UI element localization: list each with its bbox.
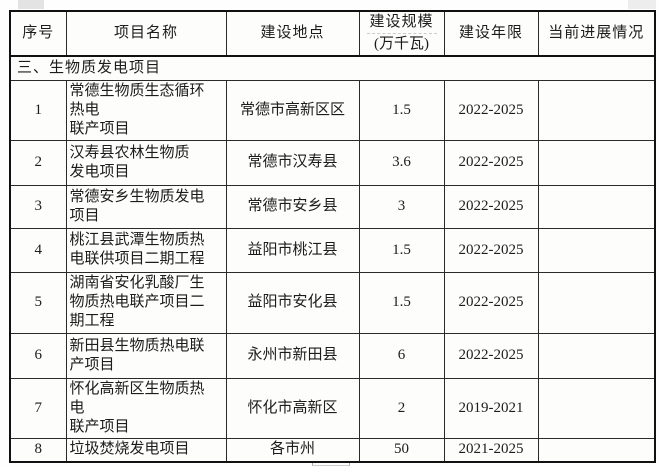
projects-table: 序号 项目名称 建设地点 建设规模 (万千瓦) 建设年限 当前进展情况 三、生物质…: [9, 10, 656, 463]
cell-progress: [537, 227, 656, 273]
cell-progress: [537, 139, 656, 186]
cell-location: 永州市新田县: [225, 332, 360, 379]
cell-project-name: 怀化高新区生物质热 电 联产项目: [65, 377, 227, 439]
cell-progress: [537, 437, 656, 463]
cell-project-name: 常德生物质生态循环 热电 联产项目: [65, 79, 227, 141]
cell-project-name: 湖南省安化乳酸厂生 物质热电联产项目二 期工程: [65, 271, 227, 334]
cell-no: 7: [9, 377, 67, 439]
header-scale: 建设规模 (万千瓦): [358, 10, 445, 57]
cell-no: 3: [9, 184, 67, 229]
cell-location: 常德市汉寿县: [225, 139, 360, 186]
cell-progress: [537, 184, 656, 229]
table-row: 2 汉寿县农林生物质 发电项目 常德市汉寿县 3.6 2022-2025: [9, 139, 656, 186]
header-no: 序号: [9, 10, 67, 57]
cell-scale: 6: [358, 332, 445, 379]
table-row: 7 怀化高新区生物质热 电 联产项目 怀化市高新区 2 2019-2021: [9, 377, 656, 439]
cell-years: 2022-2025: [443, 271, 539, 334]
cell-progress: [537, 377, 656, 439]
header-scale-unit: (万千瓦): [366, 33, 437, 54]
cell-scale: 3: [358, 184, 445, 229]
table-row: 6 新田县生物质热电联 产项目 永州市新田县 6 2022-2025: [9, 332, 656, 379]
cell-location: 怀化市高新区: [225, 377, 360, 439]
cell-scale: 50: [358, 437, 445, 463]
section-title: 三、生物质发电项目: [9, 55, 656, 81]
header-name: 项目名称: [65, 10, 227, 57]
cell-location: 常德市高新区区: [225, 79, 360, 141]
table-row: 5 湖南省安化乳酸厂生 物质热电联产项目二 期工程 益阳市安化县 1.5 202…: [9, 271, 656, 334]
cell-years: 2022-2025: [443, 139, 539, 186]
section-row: 三、生物质发电项目: [9, 55, 656, 81]
cell-scale: 1.5: [358, 227, 445, 273]
cell-progress: [537, 79, 656, 141]
cell-project-name: 桃江县武潭生物质热 电联供项目二期工程: [65, 227, 227, 273]
header-scale-main: 建设规模: [369, 14, 434, 30]
header-location: 建设地点: [225, 10, 360, 57]
cell-project-name: 垃圾焚烧发电项目: [65, 437, 227, 463]
cell-no: 4: [9, 227, 67, 273]
cell-no: 8: [9, 437, 67, 463]
table-row: 8 垃圾焚烧发电项目 各市州 50 2021-2025: [9, 437, 656, 463]
cell-years: 2022-2025: [443, 332, 539, 379]
cell-years: 2022-2025: [443, 79, 539, 141]
cell-years: 2022-2025: [443, 227, 539, 273]
cell-project-name: 新田县生物质热电联 产项目: [65, 332, 227, 379]
cell-project-name: 汉寿县农林生物质 发电项目: [65, 139, 227, 186]
cell-location: 常德市安乡县: [225, 184, 360, 229]
cell-no: 5: [9, 271, 67, 334]
cell-location: 益阳市桃江县: [225, 227, 360, 273]
cell-progress: [537, 271, 656, 334]
cell-no: 1: [9, 79, 67, 141]
cell-scale: 2: [358, 377, 445, 439]
cell-no: 6: [9, 332, 67, 379]
cell-no: 2: [9, 139, 67, 186]
cell-location: 各市州: [225, 437, 360, 463]
cell-years: 2022-2025: [443, 184, 539, 229]
cell-scale: 3.6: [358, 139, 445, 186]
table-row: 3 常德安乡生物质发电 项目 常德市安乡县 3 2022-2025: [9, 184, 656, 229]
header-years: 建设年限: [443, 10, 539, 57]
cell-scale: 1.5: [358, 271, 445, 334]
top-left-cell-fragment: [18, 0, 44, 9]
cell-progress: [537, 332, 656, 379]
cell-scale: 1.5: [358, 79, 445, 141]
table-header-row: 序号 项目名称 建设地点 建设规模 (万千瓦) 建设年限 当前进展情况: [9, 10, 656, 57]
cell-location: 益阳市安化县: [225, 271, 360, 334]
cell-project-name: 常德安乡生物质发电 项目: [65, 184, 227, 229]
top-right-cell-fragment: [628, 0, 656, 9]
header-progress: 当前进展情况: [537, 10, 656, 57]
table-row: 1 常德生物质生态循环 热电 联产项目 常德市高新区区 1.5 2022-202…: [9, 79, 656, 141]
cell-years: 2019-2021: [443, 377, 539, 439]
cell-years: 2021-2025: [443, 437, 539, 463]
table-row: 4 桃江县武潭生物质热 电联供项目二期工程 益阳市桃江县 1.5 2022-20…: [9, 227, 656, 273]
